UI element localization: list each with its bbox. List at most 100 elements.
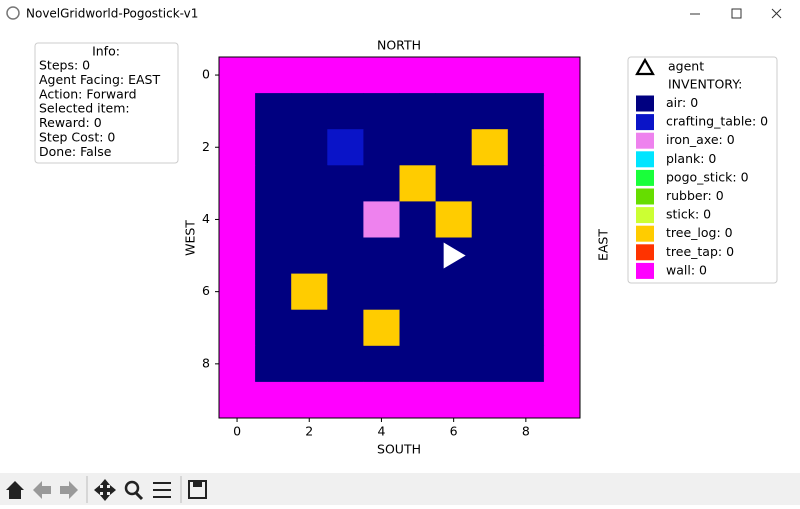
info-title: Info: [92, 44, 120, 59]
legend-swatch [636, 225, 654, 242]
grid-cell [543, 201, 581, 238]
grid-cell [255, 309, 292, 347]
legend-swatch [636, 244, 654, 261]
x-tick-label: 8 [522, 424, 530, 439]
app-icon [6, 6, 20, 20]
legend-item: air: 0 [666, 95, 698, 110]
grid-cell [435, 381, 473, 419]
grid-cell [507, 381, 545, 419]
axes-frame [218, 56, 581, 419]
grid-cell [399, 237, 436, 274]
grid-cell [327, 165, 364, 202]
grid-cell [399, 201, 436, 238]
grid-cell [543, 57, 581, 94]
configure-button[interactable] [153, 482, 171, 498]
legend-swatch [636, 151, 654, 168]
grid-cell [507, 201, 545, 238]
grid-cell [471, 165, 509, 202]
pan-button[interactable] [94, 479, 116, 501]
south-label: SOUTH [377, 442, 421, 457]
legend-swatch [636, 114, 654, 131]
grid-cell [363, 381, 400, 419]
grid-cell [507, 345, 545, 383]
grid-cell [507, 57, 545, 94]
x-tick-label: 6 [450, 424, 458, 439]
grid-cell [399, 129, 436, 166]
grid-cell [255, 165, 292, 202]
legend-item: pogo_stick: 0 [666, 169, 749, 184]
grid-cell [327, 309, 364, 347]
grid-cell [255, 273, 292, 311]
legend-agent-icon [635, 57, 655, 76]
legend-swatch [636, 188, 654, 205]
grid-cell [435, 273, 473, 311]
legend-swatch [636, 95, 654, 112]
grid-cell [327, 93, 364, 130]
grid-cell [363, 273, 400, 311]
home-button[interactable] [6, 481, 24, 499]
info-line: Done: False [39, 144, 112, 159]
y-tick-label: 0 [202, 67, 210, 82]
grid-cell [219, 237, 256, 274]
grid-cell [255, 381, 292, 419]
window-title: NovelGridworld-Pogostick-v1 [26, 7, 198, 21]
grid-cell [543, 129, 581, 166]
grid-cell [471, 273, 509, 311]
legend-item: crafting_table: 0 [666, 114, 768, 129]
x-tick-label: 4 [377, 424, 385, 439]
grid-cell [399, 165, 436, 202]
grid-cell [255, 345, 292, 383]
toolbar [0, 473, 800, 505]
grid-cell [291, 93, 328, 130]
grid-cell [543, 273, 581, 311]
back-button[interactable] [33, 481, 51, 499]
grid-cell [219, 165, 256, 202]
grid-cell [507, 129, 545, 166]
grid-cell [291, 345, 328, 383]
grid-cell [471, 57, 509, 94]
grid-cell [507, 237, 545, 274]
y-tick-label: 4 [202, 211, 210, 226]
grid-cell [219, 201, 256, 238]
grid-cell [363, 309, 400, 347]
grid-cell [291, 165, 328, 202]
grid-cell [327, 237, 364, 274]
grid-cell [471, 381, 509, 419]
grid-cell [363, 345, 400, 383]
grid-cell [471, 309, 509, 347]
legend-item: rubber: 0 [666, 188, 724, 203]
grid-cell [291, 237, 328, 274]
grid-cell [471, 129, 509, 166]
grid-cell [435, 93, 473, 130]
info-line: Step Cost: 0 [39, 130, 115, 145]
legend-swatch [636, 207, 654, 224]
legend-item: iron_axe: 0 [666, 132, 735, 147]
grid-cell [363, 201, 400, 238]
legend-agent: agent [668, 59, 704, 74]
legend-box [627, 56, 778, 284]
grid-cell [399, 381, 436, 419]
grid-cell [255, 129, 292, 166]
info-line: Agent Facing: EAST [39, 72, 160, 87]
info-line: Action: Forward [39, 86, 137, 101]
grid-cell [507, 273, 545, 311]
forward-button[interactable] [60, 481, 78, 499]
grid-cell [219, 381, 256, 419]
toolbar-buttons [6, 476, 207, 503]
agent [443, 242, 466, 269]
legend-item: stick: 0 [666, 207, 711, 222]
grid-cell [435, 165, 473, 202]
grid-cell [435, 345, 473, 383]
grid-cell [435, 129, 473, 166]
grid-cell [327, 381, 364, 419]
legend-item: wall: 0 [666, 262, 707, 277]
grid-cell [219, 345, 256, 383]
north-label: NORTH [377, 38, 421, 53]
maximize-button[interactable] [731, 8, 742, 19]
legend-swatch [636, 132, 654, 149]
close-button[interactable] [771, 8, 782, 19]
zoom-button[interactable] [124, 480, 140, 496]
info-line: Selected item: [39, 101, 130, 116]
legend-swatch [636, 262, 654, 279]
